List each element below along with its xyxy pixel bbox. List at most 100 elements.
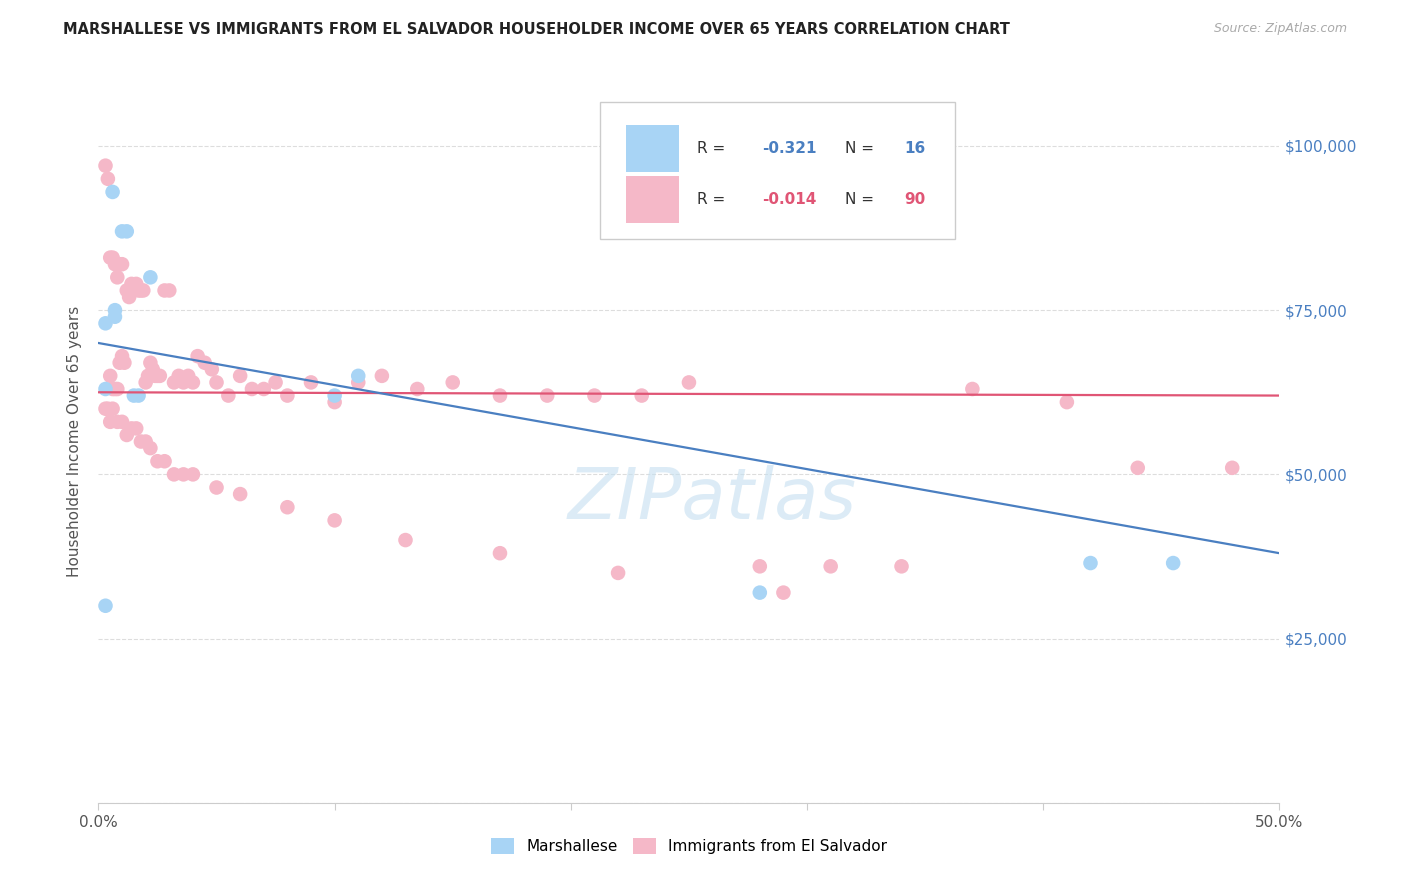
Text: 90: 90 bbox=[904, 192, 925, 207]
Point bbox=[607, 566, 630, 580]
Point bbox=[323, 395, 346, 409]
Point bbox=[323, 388, 346, 402]
Point bbox=[111, 349, 134, 363]
Point bbox=[94, 382, 117, 396]
Point bbox=[371, 368, 394, 383]
Point bbox=[118, 290, 141, 304]
Point bbox=[149, 368, 172, 383]
Point bbox=[94, 401, 117, 416]
Point bbox=[101, 382, 124, 396]
Point bbox=[146, 454, 169, 468]
Point bbox=[323, 513, 346, 527]
Point bbox=[177, 368, 200, 383]
Point bbox=[489, 546, 512, 560]
Point bbox=[121, 421, 143, 435]
Point bbox=[97, 401, 120, 416]
Point bbox=[111, 224, 134, 238]
Point bbox=[121, 277, 143, 291]
Point bbox=[135, 434, 157, 449]
Point bbox=[678, 376, 700, 390]
Point bbox=[146, 368, 169, 383]
Point bbox=[583, 388, 606, 402]
FancyBboxPatch shape bbox=[626, 176, 679, 223]
Point bbox=[1126, 460, 1149, 475]
Point bbox=[229, 487, 252, 501]
Point bbox=[122, 388, 145, 402]
Point bbox=[115, 284, 138, 298]
Point bbox=[104, 257, 127, 271]
Point bbox=[139, 441, 162, 455]
Point bbox=[115, 428, 138, 442]
Point bbox=[132, 284, 155, 298]
Point bbox=[163, 467, 186, 482]
Point bbox=[441, 376, 464, 390]
Point bbox=[205, 376, 228, 390]
Point bbox=[115, 224, 138, 238]
Point bbox=[253, 382, 276, 396]
Point bbox=[128, 284, 150, 298]
Point bbox=[217, 388, 239, 402]
Point bbox=[276, 500, 298, 515]
Point bbox=[101, 251, 124, 265]
Point bbox=[890, 559, 912, 574]
Point bbox=[153, 454, 176, 468]
Point bbox=[229, 368, 252, 383]
Point bbox=[172, 376, 194, 390]
Point bbox=[748, 585, 770, 599]
Point bbox=[98, 251, 121, 265]
Point bbox=[129, 434, 152, 449]
Point bbox=[104, 310, 127, 324]
Point bbox=[125, 277, 148, 291]
Point bbox=[142, 362, 165, 376]
Point bbox=[1220, 460, 1243, 475]
Point bbox=[104, 382, 127, 396]
Text: -0.014: -0.014 bbox=[762, 192, 817, 207]
Point bbox=[94, 316, 117, 330]
Point bbox=[125, 421, 148, 435]
FancyBboxPatch shape bbox=[626, 126, 679, 172]
Point bbox=[139, 270, 162, 285]
Point bbox=[167, 368, 190, 383]
Text: ZIPatlas: ZIPatlas bbox=[568, 465, 858, 533]
Point bbox=[105, 415, 128, 429]
Text: R =: R = bbox=[697, 192, 730, 207]
Point bbox=[143, 368, 166, 383]
Point bbox=[153, 284, 176, 298]
Point bbox=[194, 356, 217, 370]
Point bbox=[240, 382, 263, 396]
Point bbox=[299, 376, 322, 390]
Point bbox=[108, 356, 131, 370]
Text: N =: N = bbox=[845, 142, 879, 156]
Point bbox=[108, 257, 131, 271]
Text: 16: 16 bbox=[904, 142, 925, 156]
Point bbox=[105, 270, 128, 285]
Point bbox=[136, 368, 159, 383]
Point bbox=[163, 376, 186, 390]
Point bbox=[1161, 556, 1184, 570]
Point bbox=[139, 356, 162, 370]
Text: -0.321: -0.321 bbox=[762, 142, 817, 156]
Point bbox=[157, 284, 180, 298]
Point bbox=[111, 415, 134, 429]
Text: N =: N = bbox=[845, 192, 879, 207]
Point bbox=[187, 349, 209, 363]
Point bbox=[111, 257, 134, 271]
Point bbox=[347, 368, 370, 383]
Point bbox=[101, 401, 124, 416]
Point bbox=[489, 388, 512, 402]
FancyBboxPatch shape bbox=[600, 102, 955, 239]
Point bbox=[772, 585, 794, 599]
Point bbox=[1080, 556, 1102, 570]
Point bbox=[181, 376, 204, 390]
Point bbox=[820, 559, 842, 574]
Text: Source: ZipAtlas.com: Source: ZipAtlas.com bbox=[1213, 22, 1347, 36]
Point bbox=[748, 559, 770, 574]
Point bbox=[181, 467, 204, 482]
Point bbox=[962, 382, 984, 396]
Point bbox=[264, 376, 287, 390]
Text: R =: R = bbox=[697, 142, 730, 156]
Point bbox=[128, 388, 150, 402]
Point bbox=[94, 599, 117, 613]
Point bbox=[394, 533, 416, 547]
Legend: Marshallese, Immigrants from El Salvador: Marshallese, Immigrants from El Salvador bbox=[485, 832, 893, 860]
